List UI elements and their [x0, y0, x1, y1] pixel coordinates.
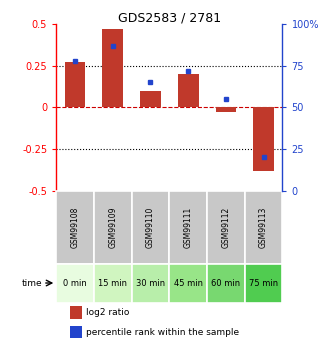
- Bar: [70, 326, 82, 338]
- Text: 45 min: 45 min: [174, 278, 203, 287]
- Bar: [94, 264, 132, 303]
- Text: log2 ratio: log2 ratio: [86, 308, 129, 317]
- Text: GSM99110: GSM99110: [146, 206, 155, 248]
- Bar: [56, 264, 94, 303]
- Bar: [253, 107, 274, 171]
- Text: 60 min: 60 min: [211, 278, 240, 287]
- Bar: [245, 191, 282, 264]
- Text: 30 min: 30 min: [136, 278, 165, 287]
- Bar: [215, 107, 236, 112]
- Text: percentile rank within the sample: percentile rank within the sample: [86, 328, 239, 337]
- Bar: [94, 191, 132, 264]
- Text: GSM99108: GSM99108: [71, 206, 80, 248]
- Text: GSM99111: GSM99111: [184, 206, 193, 248]
- Text: 75 min: 75 min: [249, 278, 278, 287]
- Bar: [70, 306, 82, 319]
- Text: GSM99113: GSM99113: [259, 206, 268, 248]
- Bar: [132, 264, 169, 303]
- Text: 0 min: 0 min: [63, 278, 87, 287]
- Bar: [102, 29, 123, 107]
- Bar: [169, 191, 207, 264]
- Bar: [207, 264, 245, 303]
- Bar: [140, 91, 161, 107]
- Bar: [132, 191, 169, 264]
- Text: time: time: [22, 278, 42, 287]
- Bar: [207, 191, 245, 264]
- Bar: [178, 74, 199, 107]
- Text: GSM99109: GSM99109: [108, 206, 117, 248]
- Bar: [245, 264, 282, 303]
- Bar: [169, 264, 207, 303]
- Bar: [56, 191, 94, 264]
- Text: 15 min: 15 min: [98, 278, 127, 287]
- Title: GDS2583 / 2781: GDS2583 / 2781: [118, 11, 221, 24]
- Text: GSM99112: GSM99112: [221, 206, 230, 248]
- Bar: [65, 62, 85, 107]
